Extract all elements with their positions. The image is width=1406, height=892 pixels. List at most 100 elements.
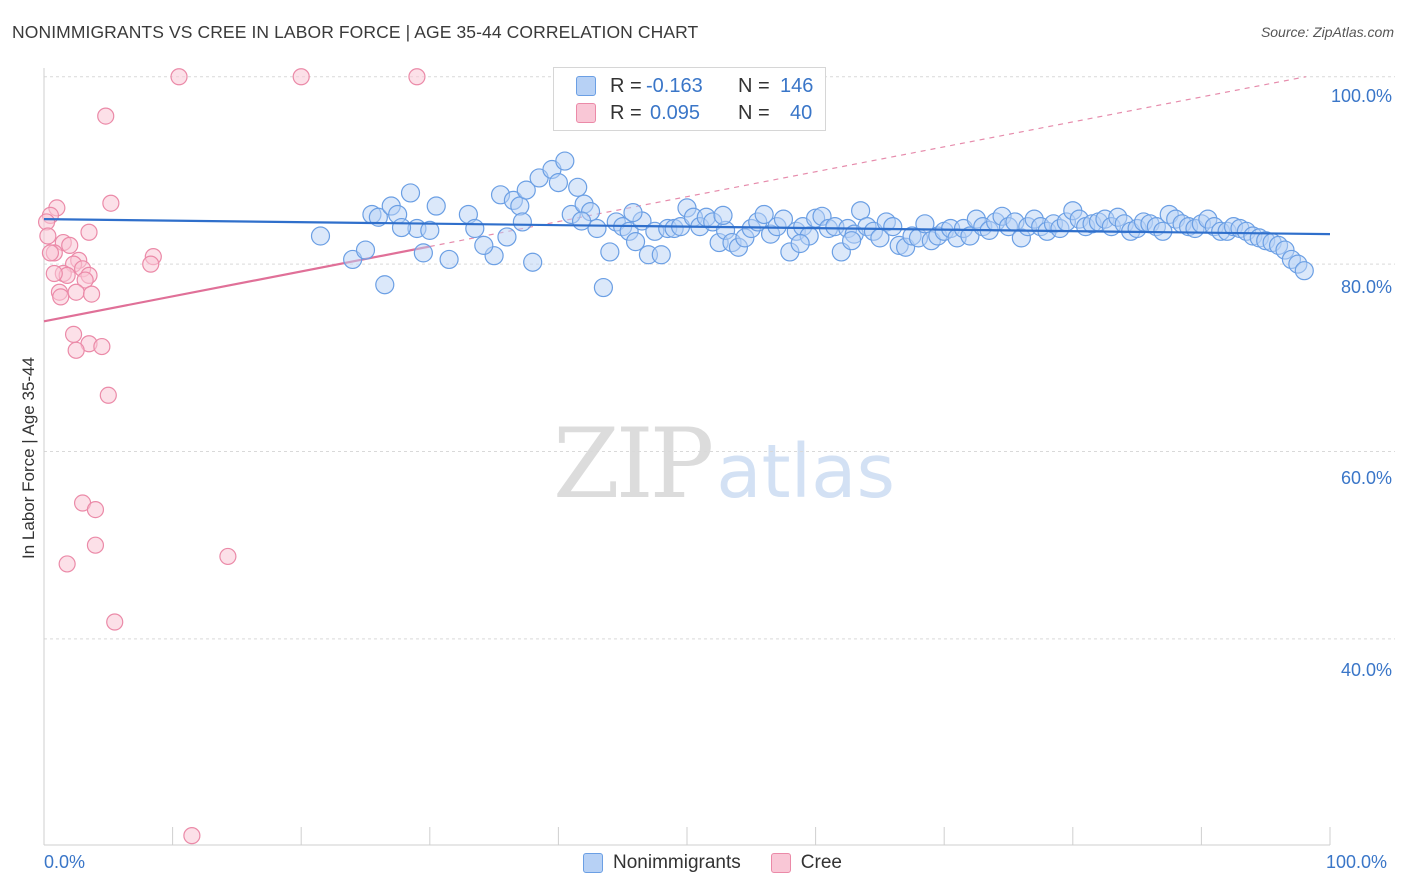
cree-point: [86, 500, 105, 519]
nonimmigrants-point: [651, 245, 671, 265]
nonimmigrants-point: [851, 201, 871, 221]
r-label: R =: [610, 101, 642, 124]
n-value: 146: [780, 74, 814, 97]
cree-point: [99, 386, 117, 404]
y-tick-label-80: 80.0%: [1340, 277, 1392, 297]
nonimmigrants-point: [391, 217, 412, 238]
x-tick-label-0: 0.0%: [44, 852, 86, 872]
cree-point: [82, 285, 101, 303]
nonimmigrants-point: [600, 242, 620, 262]
y-tick-label-40: 40.0%: [1340, 660, 1392, 680]
legend-item-cree: Cree: [770, 852, 842, 874]
nonimmigrants-point: [420, 220, 440, 240]
cree-trend-line: [43, 245, 431, 323]
cree-point: [219, 547, 237, 566]
cree-point: [41, 244, 60, 262]
n-label: N =: [738, 101, 770, 124]
cree-point: [183, 827, 201, 845]
nonimmigrants-point: [400, 183, 421, 203]
nonimmigrants-point: [497, 227, 517, 247]
nonimmigrants-point: [754, 204, 774, 225]
nonimmigrants-point: [571, 211, 592, 231]
nonimmigrants-point: [625, 232, 646, 252]
series-legend: Nonimmigrants Cree: [583, 852, 872, 874]
legend-item-nonimmigrants: Nonimmigrants: [583, 852, 741, 874]
nonimmigrants-points: [310, 151, 1314, 298]
cree-point: [106, 613, 124, 631]
cree-swatch: [770, 853, 791, 873]
nonimmigrants-point: [474, 235, 494, 255]
cree-point: [170, 68, 188, 86]
cree-point: [67, 341, 85, 359]
nonimmigrants-point: [555, 151, 575, 171]
cree-point: [58, 555, 76, 573]
cree-point: [67, 283, 85, 301]
chart-title: NONIMMIGRANTS VS CREE IN LABOR FORCE | A…: [12, 22, 699, 42]
nonimmigrants-point: [439, 249, 459, 270]
legend-label-nonimmigrants: Nonimmigrants: [613, 852, 741, 873]
nonimmigrants-point: [523, 252, 543, 272]
nonimmigrants-point: [413, 243, 433, 263]
cree-point: [408, 68, 426, 86]
cree-point: [292, 68, 310, 86]
nonimmigrants-point: [343, 249, 363, 270]
cree-point: [93, 337, 111, 356]
cree-point: [39, 227, 57, 245]
nonimmigrants-point: [593, 277, 614, 298]
cree-swatch: [576, 103, 596, 123]
nonimmigrants-point: [1294, 261, 1314, 281]
nonimmigrants-point: [368, 207, 388, 227]
y-tick-label-100: 100.0%: [1330, 86, 1392, 106]
nonimmigrants-point: [512, 212, 532, 232]
nonimmigrants-point: [883, 217, 903, 237]
y-tick-label-60: 60.0%: [1340, 468, 1392, 488]
source-credit: Source: ZipAtlas.com: [1260, 24, 1394, 40]
nonimmigrants-point: [960, 226, 980, 246]
n-label: N =: [738, 74, 770, 97]
nonimmigrants-point: [568, 177, 588, 197]
nonimmigrants-point: [548, 173, 569, 193]
watermark-zip: ZIP: [553, 408, 714, 520]
nonimmigrants-trend-group: [43, 218, 1331, 236]
axes: [43, 68, 1331, 846]
n-value: 40: [790, 101, 813, 124]
nonimmigrants-point: [623, 202, 643, 223]
nonimmigrants-point: [426, 196, 446, 216]
cree-point: [61, 236, 79, 254]
nonimmigrants-trend-line: [43, 218, 1331, 236]
y-axis-label: In Labor Force | Age 35-44: [19, 357, 38, 559]
nonimmigrants-point: [375, 275, 395, 295]
r-label: R =: [610, 74, 642, 97]
nonimmigrants-point: [587, 218, 607, 239]
legend-row-cree: R = 0.095 N = 40: [576, 101, 812, 125]
nonimmigrants-point: [355, 240, 376, 260]
legend-label-cree: Cree: [800, 852, 842, 873]
nonimmigrants-swatch: [576, 76, 596, 96]
nonimmigrants-point: [790, 233, 810, 254]
r-value: -0.163: [646, 74, 703, 97]
cree-points: [37, 68, 426, 845]
cree-trend-dashed: [429, 76, 1306, 248]
correlation-legend: R = -0.163 N = 146 R = 0.095 N = 40: [553, 67, 826, 131]
nonimmigrants-point: [510, 196, 530, 216]
nonimmigrants-point: [310, 226, 331, 246]
cree-point: [64, 325, 83, 343]
cree-point: [76, 271, 94, 289]
zipatlas-watermark: ZIPatlas: [553, 408, 895, 520]
cree-point: [45, 264, 63, 283]
legend-row-nonimmigrants: R = -0.163 N = 146: [576, 74, 813, 98]
nonimmigrants-point: [516, 180, 536, 200]
nonimmigrants-swatch: [583, 853, 603, 873]
x-tick-label-100: 100.0%: [1326, 852, 1388, 872]
cree-point: [52, 288, 70, 306]
nonimmigrants-point: [842, 231, 862, 251]
nonimmigrants-point: [713, 205, 733, 225]
r-value: 0.095: [650, 101, 701, 124]
watermark-atlas: atlas: [716, 429, 896, 515]
grid-lines: [44, 76, 1395, 640]
nonimmigrants-point: [465, 218, 485, 239]
cree-point: [80, 223, 98, 241]
cree-point: [86, 536, 105, 554]
cree-point: [142, 255, 160, 273]
